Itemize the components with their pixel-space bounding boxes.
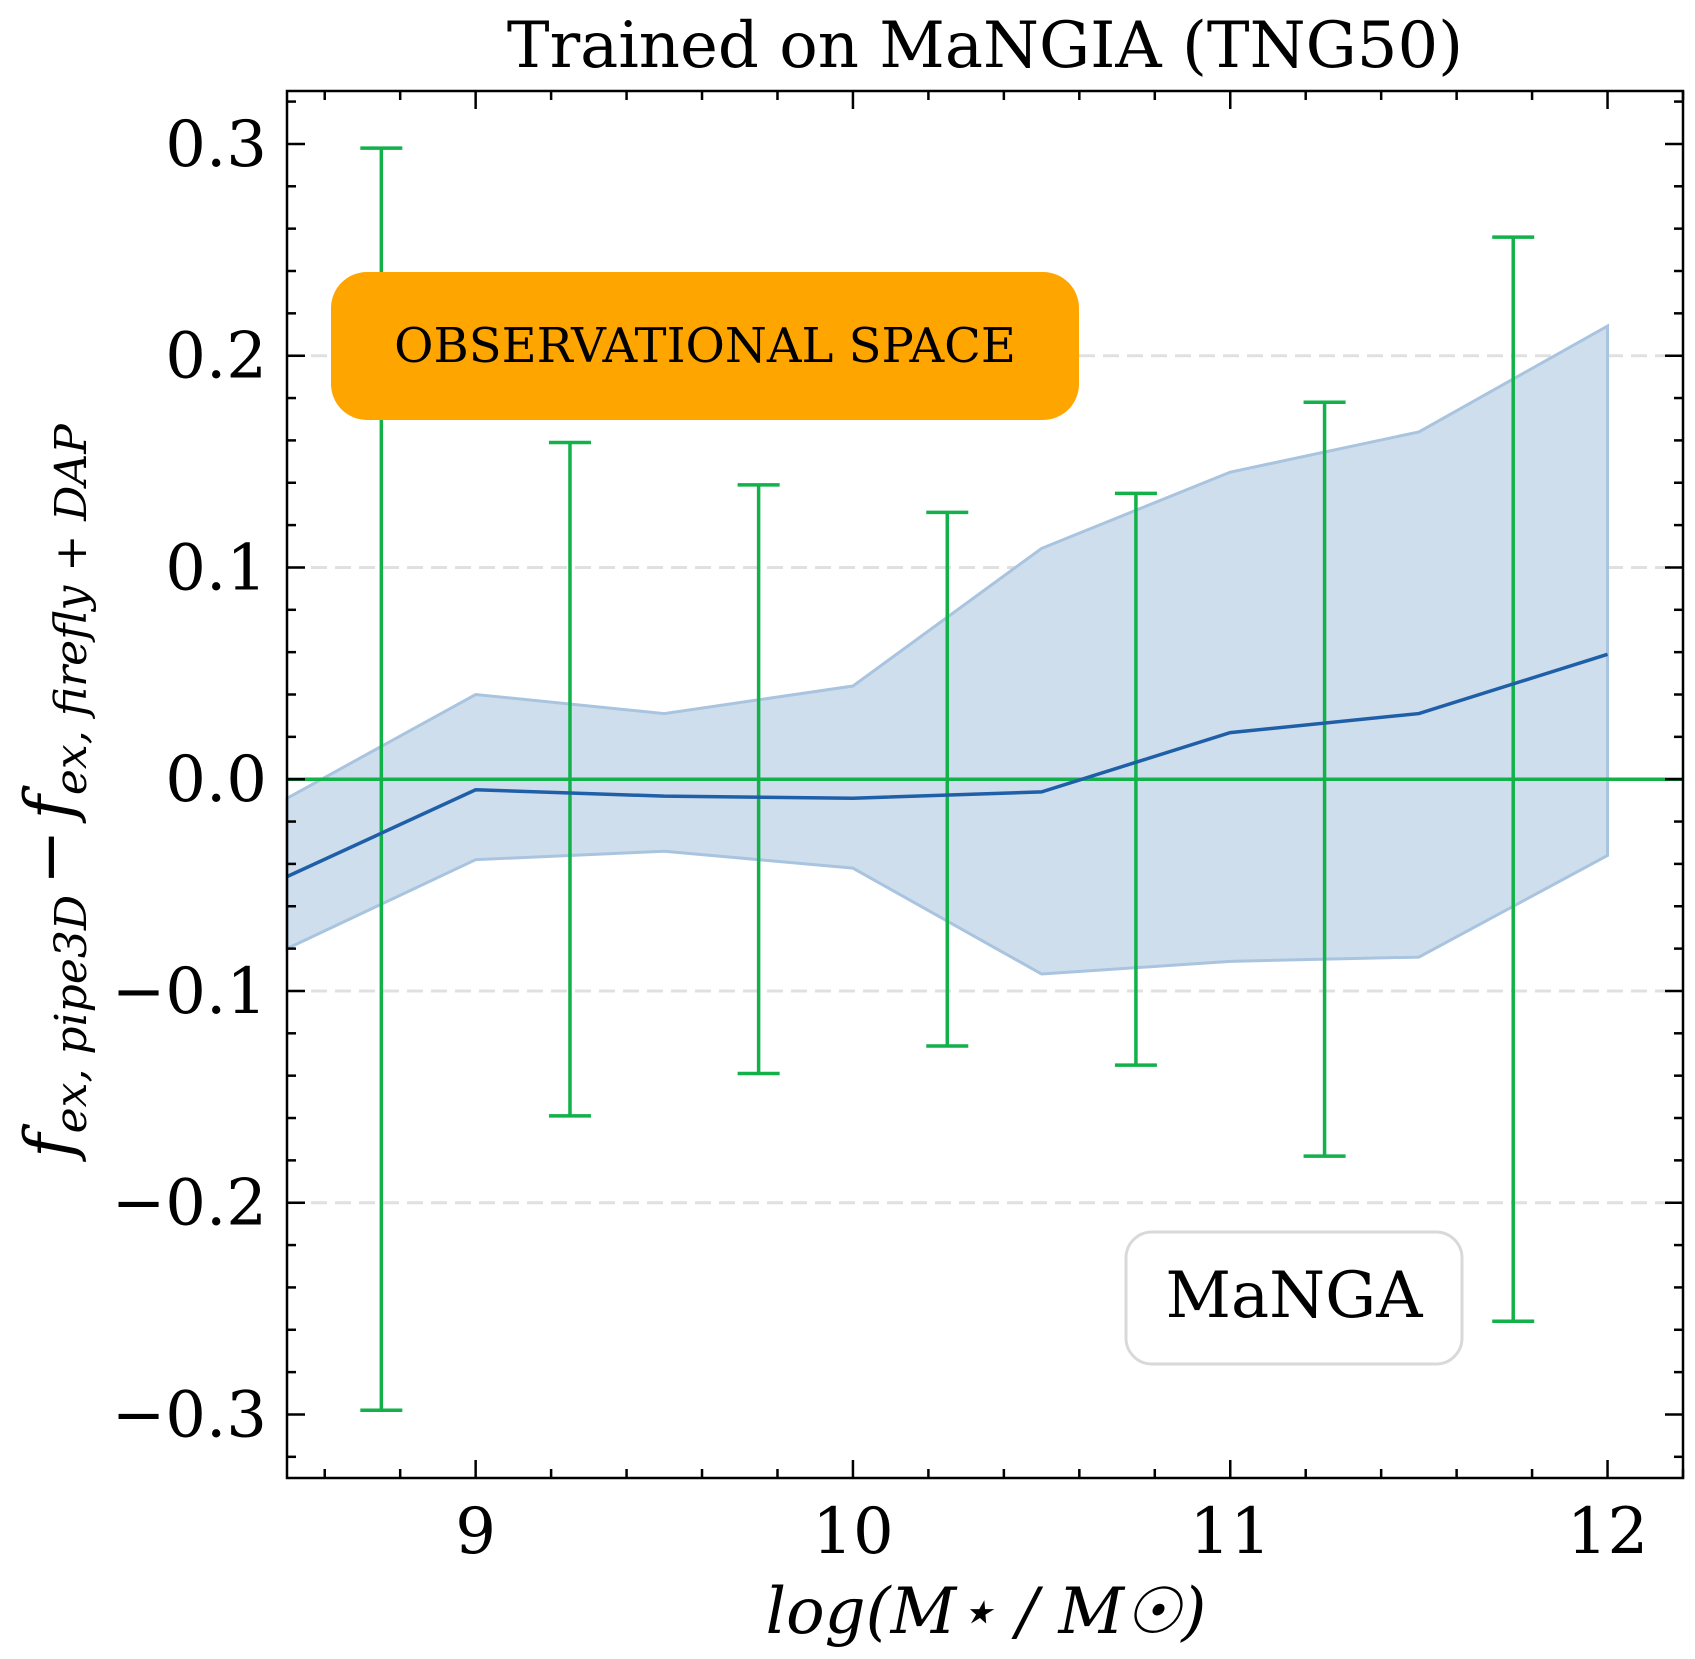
errorbar xyxy=(1492,235,1535,1324)
chart-title: Trained on MaNGIA (TNG50) xyxy=(507,9,1463,83)
x-axis-label: log(M⋆ / M☉) xyxy=(766,1575,1207,1649)
y-tick-label: −0.3 xyxy=(112,1378,267,1452)
dataset-annotation: MaNGA xyxy=(1124,1230,1464,1366)
x-tick-label: 10 xyxy=(812,1495,893,1569)
errorbar xyxy=(548,440,591,1118)
dataset-box xyxy=(1124,1230,1464,1366)
y-tick-label: 0.1 xyxy=(165,531,267,605)
errorbar xyxy=(1303,400,1346,1158)
x-tick-label: 11 xyxy=(1190,1495,1271,1569)
y-tick-label: 0.2 xyxy=(165,320,267,394)
y-label-sub2: ex, firefly + DAP xyxy=(46,423,97,795)
observational-space-annotation: OBSERVATIONAL SPACE xyxy=(331,272,1079,420)
y-tick-labels: −0.3 −0.2 −0.1 0.0 0.1 0.2 0.3 xyxy=(112,108,267,1453)
y-tick-label: −0.1 xyxy=(112,955,267,1029)
y-axis-label: fex, pipe3D−fex, firefly + DAP xyxy=(11,423,97,1163)
observational-space-box xyxy=(331,272,1079,420)
axes xyxy=(285,89,1685,1480)
y-label-sub1: ex, pipe3D xyxy=(46,895,97,1134)
errorbar xyxy=(737,483,780,1076)
y-tick-label: 0.3 xyxy=(165,108,267,182)
plot-frame xyxy=(285,89,1685,1480)
errorbar xyxy=(926,510,969,1048)
median-line xyxy=(286,652,1609,879)
dataset-label: MaNGA xyxy=(1165,1259,1423,1333)
x-tick-label: 12 xyxy=(1567,1495,1648,1569)
y-label-minus: − xyxy=(11,830,88,885)
errorbar-layer xyxy=(360,146,1535,1412)
y-tick-label: −0.2 xyxy=(112,1167,267,1241)
y-tick-label: 0.0 xyxy=(165,743,267,817)
errorbar xyxy=(1114,491,1157,1067)
x-tick-label: 9 xyxy=(455,1495,496,1569)
median-line-layer xyxy=(286,652,1609,879)
x-tick-labels: 9 10 11 12 xyxy=(455,1495,1648,1569)
observational-space-label: OBSERVATIONAL SPACE xyxy=(394,318,1016,374)
